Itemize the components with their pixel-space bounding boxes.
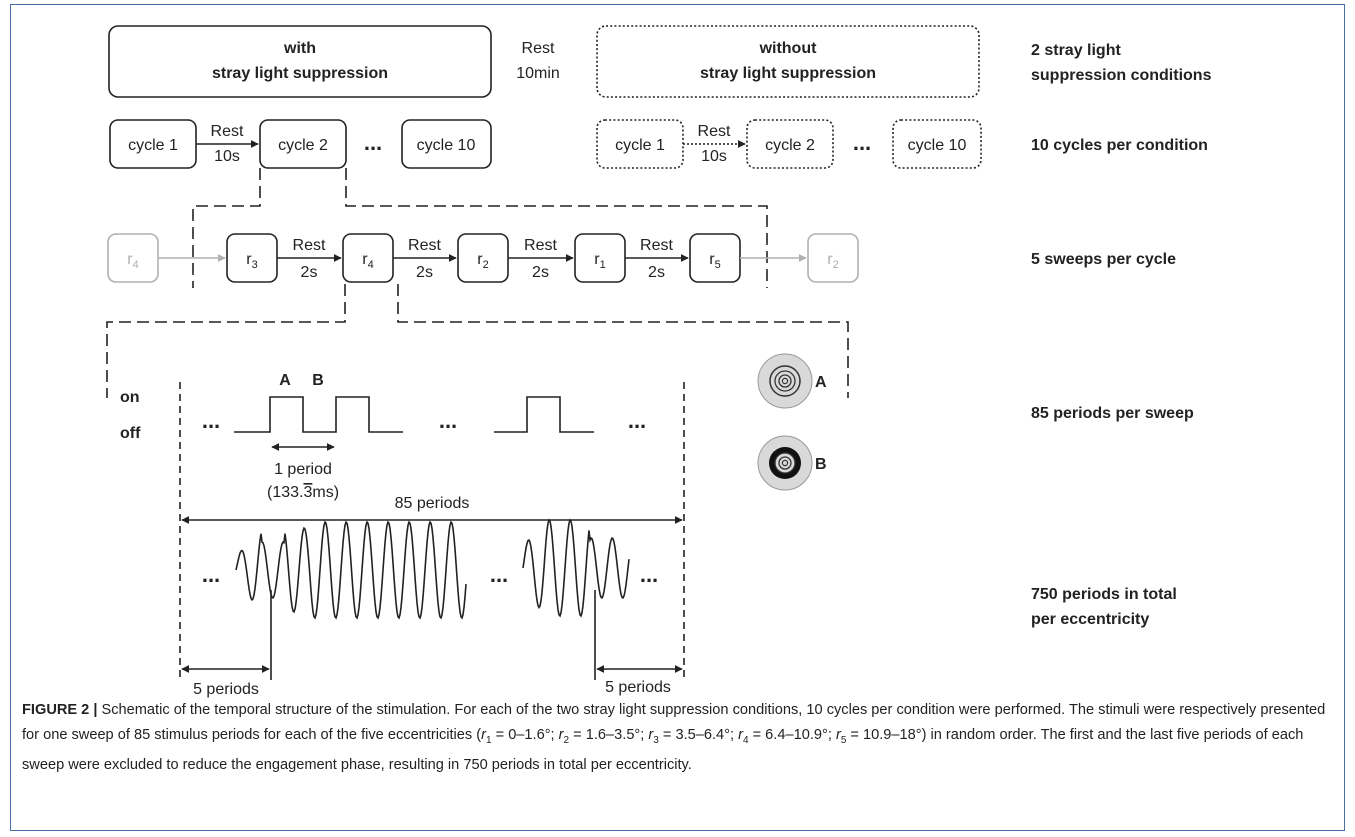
sweep-rest-label-4: Rest	[640, 237, 673, 254]
cycle-2-dotted-box: cycle 2	[746, 119, 834, 169]
condition-with-line1: with	[283, 40, 316, 57]
condition-with-line2: stray light suppression	[212, 65, 388, 82]
sweep-rest-label-2: Rest	[408, 237, 441, 254]
cycle-rest-duration: 10s	[214, 148, 240, 165]
diagram: with stray light suppression Rest 10min …	[106, 25, 1212, 698]
sweep-box-2: r4	[342, 233, 394, 283]
sweep-label-3: r2	[477, 251, 488, 271]
sweep-label-6: r2	[827, 251, 838, 271]
cycle-1-box: cycle 1	[109, 119, 197, 169]
cycle-2-label: cycle 2	[278, 137, 328, 154]
sweep-box-6: r2	[807, 233, 859, 283]
sweep-box-0: r4	[107, 233, 159, 283]
label-conditions-line2: suppression conditions	[1031, 67, 1212, 84]
cycle-10-dotted-box: cycle 10	[892, 119, 982, 169]
cycle-rest-label: Rest	[211, 123, 244, 140]
caption-r1: = 0–1.6°;	[491, 727, 559, 743]
cycle-dotted-rest-label: Rest	[698, 123, 731, 140]
sweep-label-1: r3	[246, 251, 257, 271]
caption-r3: = 3.5–6.4°;	[658, 727, 739, 743]
square-wave-2	[494, 396, 594, 433]
period-ellipsis-2: ...	[439, 408, 457, 433]
sweep-box-4: r1	[574, 233, 626, 283]
marker-b: B	[312, 372, 324, 389]
label-periods: 85 periods per sweep	[1031, 405, 1194, 422]
figure-caption: FIGURE 2 | Schematic of the temporal str…	[22, 702, 1326, 773]
period-ellipsis-3: ...	[628, 408, 646, 433]
eeg-waveform-2	[522, 518, 630, 618]
cycle-dotted-rest-duration: 10s	[701, 148, 727, 165]
stimulus-a-label: A	[815, 374, 827, 391]
label-total-line1: 750 periods in total	[1031, 586, 1177, 603]
cycle-10-dotted-label: cycle 10	[908, 137, 967, 154]
cycle-10-label: cycle 10	[417, 137, 476, 154]
condition-without-line1: without	[759, 40, 818, 57]
cycle-ellipsis: ...	[364, 130, 382, 155]
one-period-label: 1 period	[274, 461, 332, 478]
condition-without-box: without stray light suppression	[596, 25, 980, 98]
sweep-box-5: r5	[689, 233, 741, 283]
exclude-right-label: 5 periods	[605, 679, 671, 696]
label-total-line2: per eccentricity	[1031, 611, 1149, 628]
span-label: 85 periods	[395, 495, 470, 512]
figure-frame	[10, 4, 1345, 831]
caption-r5: = 10.9–18°) in random order. The first a…	[22, 727, 1304, 773]
exclude-left-label: 5 periods	[193, 681, 259, 698]
on-label: on	[120, 389, 140, 406]
wave-ellipsis-1: ...	[202, 562, 220, 587]
cycle-1-label: cycle 1	[128, 137, 178, 154]
label-conditions-line1: 2 stray light	[1031, 42, 1121, 59]
label-sweeps: 5 sweeps per cycle	[1031, 251, 1176, 268]
sweep-box-3: r2	[457, 233, 509, 283]
sweep-rest-label-1: Rest	[293, 237, 326, 254]
sweep-row: r4 r3 r4 r2 r1 r5 r2 Rest 2s Rest 2s Rest 2s Rest 2s	[107, 233, 859, 283]
sweep-rest-duration-2: 2s	[416, 264, 433, 281]
square-wave-1	[234, 396, 403, 433]
stimulus-b	[757, 435, 813, 491]
wave-ellipsis-2: ...	[490, 562, 508, 587]
cycle-1-dotted-box: cycle 1	[596, 119, 684, 169]
wave-ellipsis-3: ...	[640, 562, 658, 587]
sweep-label-0: r4	[127, 251, 138, 271]
cycle-2-box: cycle 2	[259, 119, 347, 169]
sweep-label-5: r5	[709, 251, 720, 271]
cycle-2-dotted-label: cycle 2	[765, 137, 815, 154]
sweep-rest-duration-3: 2s	[532, 264, 549, 281]
stimulus-a	[757, 353, 813, 409]
caption-figure-label: FIGURE 2 |	[22, 702, 98, 718]
sweep-rest-duration-4: 2s	[648, 264, 665, 281]
period-ellipsis-1: ...	[202, 408, 220, 433]
stimulus-b-label: B	[815, 456, 827, 473]
cycle-dotted-ellipsis: ...	[853, 130, 871, 155]
cycle-1-dotted-label: cycle 1	[615, 137, 665, 154]
cycle-10-box: cycle 10	[401, 119, 492, 169]
sweep-label-4: r1	[594, 251, 605, 271]
condition-rest-duration: 10min	[516, 65, 560, 82]
label-cycles: 10 cycles per condition	[1031, 137, 1208, 154]
condition-without-line2: stray light suppression	[700, 65, 876, 82]
marker-a: A	[279, 372, 291, 389]
caption-text-1: Schematic of the temporal structure of t…	[22, 702, 1326, 743]
sweep-rest-label-3: Rest	[524, 237, 557, 254]
off-label: off	[120, 425, 141, 442]
caption-r4: = 6.4–10.9°;	[748, 727, 836, 743]
condition-rest-label: Rest	[522, 40, 555, 57]
sweep-box-1: r3	[226, 233, 278, 283]
sweep-label-2: r4	[362, 251, 373, 271]
sweep-rest-duration-1: 2s	[301, 264, 318, 281]
period-duration-label: (133.3ms)	[267, 484, 339, 501]
condition-with-box: with stray light suppression	[108, 25, 492, 98]
zoom-cycle-to-sweeps	[192, 168, 768, 288]
zoom-sweep-to-periods	[106, 284, 849, 398]
eeg-waveform-1	[235, 520, 467, 620]
caption-r2: = 1.6–3.5°;	[569, 727, 649, 743]
